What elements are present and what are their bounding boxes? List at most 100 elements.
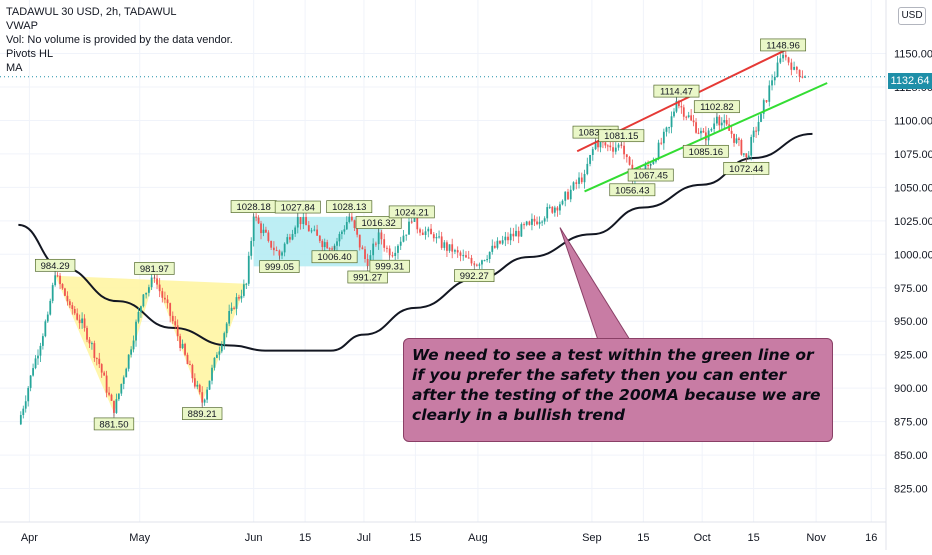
candle-body	[265, 229, 267, 233]
candle-body	[752, 130, 755, 138]
x-tick-label: Jul	[357, 532, 371, 544]
candle-body	[316, 229, 318, 236]
candle-body	[262, 229, 265, 234]
candle-body	[787, 57, 790, 63]
candle-body	[24, 401, 27, 409]
candle-body	[548, 206, 551, 208]
candle-body	[757, 121, 760, 132]
candle-body	[564, 191, 567, 201]
candle-body	[125, 368, 128, 378]
candle-body	[383, 239, 386, 248]
candle-body	[275, 250, 278, 252]
x-tick-label: Nov	[806, 532, 826, 544]
candle-body	[336, 241, 338, 246]
candle-body	[305, 217, 307, 226]
candle-body	[740, 140, 743, 155]
candle-body	[459, 252, 462, 256]
pivot-label-box	[723, 161, 770, 175]
candle-body	[252, 216, 255, 241]
indicator-volume[interactable]: Vol: No volume is provided by the data v…	[6, 34, 233, 46]
candle-body	[289, 237, 291, 240]
currency-button[interactable]: USD	[898, 7, 926, 25]
candle-body	[156, 278, 158, 285]
pivot-label: 1148.96	[766, 40, 800, 51]
pivot-label: 981.97	[140, 264, 169, 275]
indicator-ma[interactable]: MA	[6, 62, 23, 74]
candle-body	[520, 224, 523, 237]
pivot-label: 889.21	[188, 409, 217, 420]
candle-body	[483, 260, 486, 262]
candle-body	[296, 217, 299, 228]
candle-body	[525, 221, 528, 225]
candle-body	[105, 375, 108, 393]
candle-body	[161, 291, 164, 298]
candle-body	[108, 392, 110, 395]
candle-body	[117, 393, 120, 400]
candle-body	[81, 318, 84, 324]
candle-body	[782, 54, 784, 59]
candle-body	[235, 297, 238, 309]
candle-body	[668, 127, 670, 129]
candle-body	[738, 138, 740, 141]
candle-body	[765, 100, 768, 102]
annotation-callout[interactable]: We need to see a test within the green l…	[403, 338, 833, 442]
candle-body	[364, 249, 366, 259]
candle-body	[652, 161, 655, 165]
candle-body	[216, 354, 218, 358]
y-tick-label: 1000.00	[894, 249, 932, 261]
pivot-label: 1102.82	[700, 102, 734, 113]
candle-body	[257, 217, 260, 224]
indicator-vwap[interactable]: VWAP	[6, 20, 38, 32]
candle-body	[223, 333, 226, 345]
pivot-label-box	[259, 260, 300, 273]
candle-body	[773, 76, 776, 81]
indicator-pivots[interactable]: Pivots HL	[6, 48, 54, 60]
candle-body	[402, 235, 405, 242]
candle-body	[286, 237, 289, 244]
candle-body	[174, 321, 177, 326]
last-price-label: 1132.64	[888, 73, 932, 89]
symbol-title[interactable]: TADAWUL 30 USD, 2h, TADAWUL	[6, 6, 177, 18]
candle-body	[56, 275, 59, 277]
y-tick-label: 1150.00	[894, 49, 932, 61]
y-tick-label: 950.00	[894, 316, 928, 328]
pivot-label: 1114.47	[660, 87, 693, 98]
pivot-label: 881.50	[99, 419, 128, 430]
candle-body	[742, 153, 745, 155]
candle-body	[358, 234, 361, 248]
candle-body	[735, 138, 738, 143]
candle-body	[718, 116, 721, 126]
candle-body	[343, 229, 346, 232]
candle-body	[583, 174, 586, 183]
candle-body	[328, 248, 331, 250]
candle-body	[233, 307, 235, 309]
candle-body	[606, 145, 609, 147]
candle-body	[242, 284, 245, 296]
candle-body	[76, 313, 79, 320]
candle-body	[660, 142, 663, 144]
candle-body	[454, 250, 456, 252]
candle-body	[338, 233, 341, 242]
candle-body	[278, 250, 281, 256]
y-tick-label: 1100.00	[894, 115, 932, 127]
x-tick-label: 15	[299, 532, 311, 544]
x-tick-label: Apr	[21, 532, 38, 544]
candle-body	[435, 237, 438, 239]
candle-body	[326, 242, 329, 249]
pivot-label-box	[693, 100, 740, 114]
candle-body	[572, 182, 575, 190]
candle-body	[189, 364, 191, 366]
candle-body	[220, 344, 223, 352]
x-tick-label: Jun	[245, 532, 263, 544]
candle-body	[211, 367, 213, 381]
candle-body	[122, 377, 125, 384]
pivot-label: 1083.82	[578, 128, 612, 139]
pivot-label-box	[326, 200, 373, 214]
candle-body	[496, 240, 499, 248]
candle-body	[559, 204, 561, 211]
candle-body	[186, 354, 189, 365]
chart-legend: TADAWUL 30 USD, 2h, TADAWUL VWAP Vol: No…	[6, 5, 233, 75]
candle-body	[51, 285, 54, 301]
